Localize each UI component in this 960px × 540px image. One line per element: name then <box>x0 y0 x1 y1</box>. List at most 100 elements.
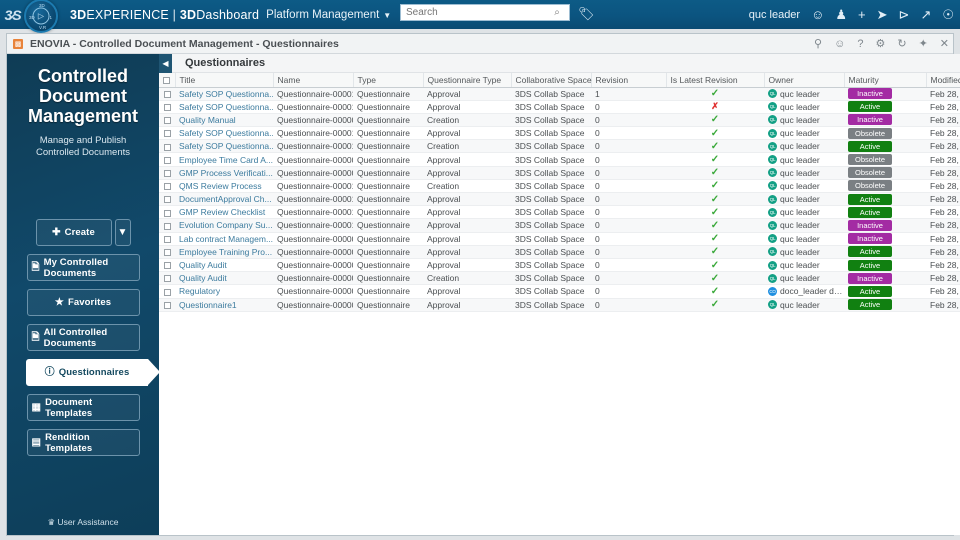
row-checkbox[interactable] <box>163 209 171 217</box>
row-select-cell[interactable] <box>159 284 175 299</box>
cell-title[interactable]: QMS Review Process <box>175 179 273 194</box>
title-link[interactable]: QMS Review Process <box>179 180 262 191</box>
table-row[interactable]: Quality Manual Questionnaire-000002 Questi… <box>159 113 960 128</box>
row-checkbox[interactable] <box>163 196 171 204</box>
cell-title[interactable]: Safety SOP Questionna... <box>175 100 273 114</box>
column-header-title[interactable]: Title <box>175 73 274 88</box>
create-button[interactable]: ✚ Create <box>35 219 112 246</box>
select-all-header[interactable] <box>159 73 176 88</box>
row-checkbox[interactable] <box>163 117 171 125</box>
table-row[interactable]: Evolution Company Su... Questionnaire-000… <box>159 218 960 233</box>
refresh-icon[interactable]: ↻ <box>897 37 907 50</box>
column-header-revision[interactable]: Revision <box>591 73 667 88</box>
dassault-logo-icon[interactable]: 3̷S <box>4 6 22 23</box>
sidebar-item-favorites[interactable]: ★ Favorites <box>26 289 140 316</box>
select-all-checkbox[interactable] <box>163 77 171 84</box>
sidebar-item-questionnaires[interactable]: ⓘ Questionnaires <box>26 359 160 386</box>
title-link[interactable]: Safety SOP Questionna... <box>179 141 273 152</box>
user-assistance-link[interactable]: ♛ User Assistance <box>7 517 159 528</box>
add-user-icon[interactable]: ☺ <box>834 37 846 50</box>
row-select-cell[interactable] <box>159 298 175 312</box>
title-link[interactable]: DocumentApproval Ch... <box>179 194 272 205</box>
cell-title[interactable]: Safety SOP Questionna... <box>175 87 273 101</box>
network-icon[interactable]: ⊳ <box>898 7 910 22</box>
cell-title[interactable]: DocumentApproval Ch... <box>175 192 273 207</box>
close-icon[interactable]: ✕ <box>939 37 949 50</box>
table-row[interactable]: Quality Audit Questionnaire-000005 Questio… <box>159 258 960 273</box>
sidebar-item-my-controlled-documents[interactable]: 🗎 My Controlled Documents <box>26 254 140 281</box>
row-select-cell[interactable] <box>159 126 175 141</box>
row-select-cell[interactable] <box>159 139 175 154</box>
title-link[interactable]: Evolution Company Su... <box>179 220 273 231</box>
title-link[interactable]: Lab contract Managem... <box>179 233 273 244</box>
row-checkbox[interactable] <box>163 288 171 296</box>
notification-bell-icon[interactable]: ♟ <box>835 7 848 22</box>
table-row[interactable]: Safety SOP Questionna... Questionnaire-00… <box>159 100 960 114</box>
row-select-cell[interactable] <box>159 166 175 180</box>
table-row[interactable]: Regulatory Questionnaire-000003 Questionna… <box>159 284 960 299</box>
row-checkbox[interactable] <box>163 104 171 112</box>
row-checkbox[interactable] <box>163 235 171 243</box>
search-icon[interactable]: ⌕ <box>554 7 560 18</box>
table-row[interactable]: Safety SOP Questionna... Questionnaire-00… <box>159 126 960 141</box>
pin-icon[interactable]: ✦ <box>918 37 928 50</box>
row-checkbox[interactable] <box>163 262 171 270</box>
help-icon[interactable]: ☉ <box>942 7 954 22</box>
row-select-cell[interactable] <box>159 205 175 220</box>
cell-title[interactable]: GMP Process Verificati... <box>175 166 273 180</box>
row-checkbox[interactable] <box>163 156 171 164</box>
cell-title[interactable]: Quality Audit <box>175 258 273 273</box>
help-icon[interactable]: ? <box>857 37 864 50</box>
sidebar-item-all-controlled-documents[interactable]: 🗎 All Controlled Documents <box>26 324 140 351</box>
row-select-cell[interactable] <box>159 192 175 207</box>
column-header-name[interactable]: Name <box>273 73 354 88</box>
cell-title[interactable]: Questionnaire1 <box>175 298 273 312</box>
cell-title[interactable]: GMP Review Checklist <box>175 205 273 220</box>
column-header-maturity[interactable]: Maturity <box>844 73 927 88</box>
column-header-is-latest-revision[interactable]: Is Latest Revision <box>666 73 765 88</box>
row-checkbox[interactable] <box>163 301 171 309</box>
search-icon[interactable]: ⚲ <box>814 37 823 50</box>
table-row[interactable]: Safety SOP Questionna... Questionnaire-00… <box>159 87 960 101</box>
row-checkbox[interactable] <box>163 183 171 191</box>
platform-selector[interactable]: Platform Management ▼ <box>266 9 391 21</box>
row-select-cell[interactable] <box>159 245 175 259</box>
row-checkbox[interactable] <box>163 143 171 151</box>
row-checkbox[interactable] <box>163 249 171 257</box>
row-select-cell[interactable] <box>159 100 175 114</box>
row-select-cell[interactable] <box>159 258 175 273</box>
collapse-left-icon[interactable]: ◀ <box>159 53 172 73</box>
questionnaires-grid[interactable]: Title Name Type Questionnaire Type Colla… <box>159 73 960 535</box>
cell-title[interactable]: Lab contract Managem... <box>175 232 273 246</box>
column-header-questionnaire-type[interactable]: Questionnaire Type <box>423 73 512 88</box>
row-checkbox[interactable] <box>163 275 171 283</box>
row-checkbox[interactable] <box>163 222 171 230</box>
row-checkbox[interactable] <box>163 130 171 138</box>
title-link[interactable]: Employee Training Pro... <box>179 246 273 257</box>
row-select-cell[interactable] <box>159 87 175 101</box>
cell-title[interactable]: Employee Training Pro... <box>175 245 273 259</box>
table-row[interactable]: Employee Training Pro... Questionnaire-00… <box>159 245 960 259</box>
cell-title[interactable]: Evolution Company Su... <box>175 218 273 233</box>
title-link[interactable]: Safety SOP Questionna... <box>179 128 273 139</box>
row-checkbox[interactable] <box>163 90 171 98</box>
sidebar-item-document-templates[interactable]: ▦ Document Templates <box>26 394 140 421</box>
table-row[interactable]: Safety SOP Questionna... Questionnaire-00… <box>159 139 960 154</box>
title-link[interactable]: Safety SOP Questionna... <box>179 101 273 112</box>
row-select-cell[interactable] <box>159 113 175 128</box>
table-row[interactable]: Employee Time Card A... Questionnaire-000… <box>159 152 960 167</box>
title-link[interactable]: Quality Manual <box>179 114 236 125</box>
row-checkbox[interactable] <box>163 169 171 177</box>
table-row[interactable]: DocumentApproval Ch... Questionnaire-0000… <box>159 192 960 207</box>
title-link[interactable]: GMP Review Checklist <box>179 207 266 218</box>
global-search[interactable]: ⌕ <box>400 4 570 21</box>
cell-title[interactable]: Regulatory <box>175 284 273 299</box>
cell-title[interactable]: Employee Time Card A... <box>175 152 273 167</box>
table-row[interactable]: Questionnaire1 Questionnaire-000001 Questi… <box>159 298 960 312</box>
title-link[interactable]: Questionnaire1 <box>179 299 237 310</box>
table-row[interactable]: GMP Review Checklist Questionnaire-000011… <box>159 205 960 220</box>
column-header-collaborative-space[interactable]: Collaborative Space <box>511 73 592 88</box>
row-select-cell[interactable] <box>159 179 175 194</box>
social-icon[interactable]: ↗ <box>920 7 932 22</box>
cell-title[interactable]: Safety SOP Questionna... <box>175 126 273 141</box>
